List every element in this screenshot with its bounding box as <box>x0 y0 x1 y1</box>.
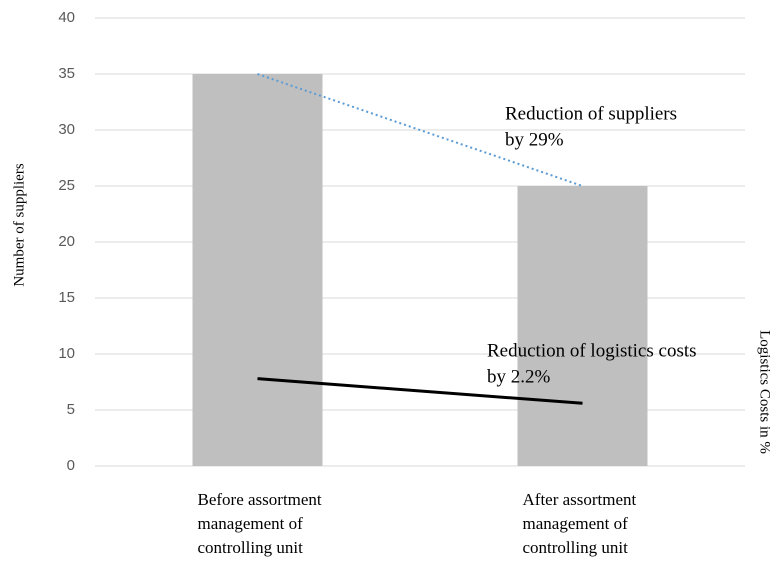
y-tick-label: 15 <box>58 289 75 306</box>
y-tick-label: 30 <box>58 121 75 138</box>
y-tick-label: 35 <box>58 65 75 82</box>
bar <box>192 74 323 466</box>
y-tick-label: 5 <box>67 401 75 418</box>
y-tick-label: 40 <box>58 9 75 26</box>
y-tick-label: 20 <box>58 233 75 250</box>
y-tick-label: 10 <box>58 345 75 362</box>
y-tick-label: 25 <box>58 177 75 194</box>
y2-axis-label: Logistics Costs in % <box>757 330 773 454</box>
bar <box>517 186 648 466</box>
series-line <box>257 377 583 405</box>
annotation: Reduction of logistics costs <box>487 340 697 361</box>
annotation: Reduction of suppliers <box>505 103 677 124</box>
annotation: by 29% <box>505 129 564 150</box>
y-axis-label: Number of suppliers <box>11 163 27 286</box>
x-tick-label: Before assortment management of controll… <box>197 490 322 557</box>
y-tick-label: 0 <box>67 457 75 474</box>
series-line <box>257 73 583 187</box>
x-tick-label: After assortment management of controlli… <box>522 490 637 557</box>
annotation: by 2.2% <box>487 366 551 387</box>
